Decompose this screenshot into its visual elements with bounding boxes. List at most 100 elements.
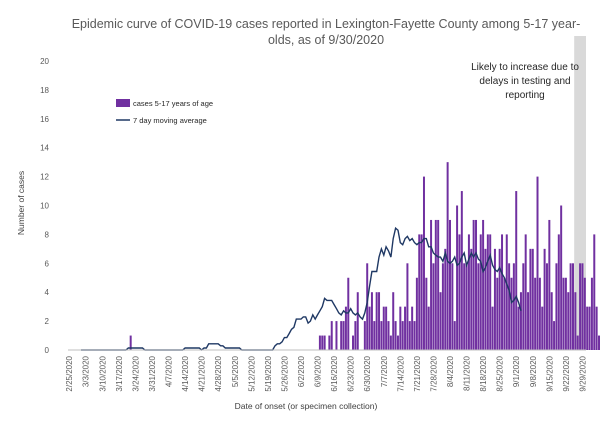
y-tick-label: 18 [40,86,49,95]
case-bar [380,321,383,350]
x-tick-label: 5/26/2020 [280,355,289,391]
case-bar [368,306,371,350]
case-bar [508,263,511,350]
case-bar [441,263,444,350]
case-bar [387,321,390,350]
case-bar [373,321,376,350]
case-bar [550,292,553,350]
x-tick-label: 6/16/2020 [330,355,339,391]
case-bar [378,292,381,350]
case-bar [401,321,404,350]
case-bar [451,263,454,350]
case-bar [512,263,515,350]
reporting-delay-note: Likely to increase due to delays in test… [471,62,579,101]
case-bar [555,263,558,350]
case-bar [340,321,343,350]
x-tick-label: 4/21/2020 [198,355,207,391]
case-bar [571,263,574,350]
x-tick-label: 7/28/2020 [429,355,438,391]
case-bar [545,263,548,350]
case-bar [418,234,421,350]
legend-label-cases: cases 5-17 years of age [133,99,213,108]
case-bar [356,292,359,350]
reporting-delay-shaded-region [574,36,586,350]
case-bar [366,263,369,350]
case-bar [531,248,534,350]
y-tick-label: 10 [40,202,49,211]
case-bar [479,234,482,350]
case-bar [524,234,527,350]
case-bar [557,234,560,350]
case-bar [408,321,411,350]
legend-label-average: 7 day moving average [133,116,207,125]
case-bar [598,335,600,350]
case-bar [344,306,347,350]
case-bar [321,335,324,350]
case-bar [482,219,485,350]
case-bar [489,234,492,350]
x-tick-label: 8/25/2020 [496,355,505,391]
case-bar [335,321,338,350]
note-line-2: delays in testing and [479,76,570,87]
x-tick-label: 5/5/2020 [231,355,240,387]
case-bar [129,335,132,350]
case-bar [515,191,518,350]
x-tick-label: 9/22/2020 [562,355,571,391]
case-bar [330,321,333,350]
case-bar [392,292,395,350]
case-bar [449,219,451,350]
case-bar [564,277,567,350]
case-bar [475,219,478,350]
x-tick-label: 3/3/2020 [82,355,91,387]
case-bar [505,234,508,350]
case-bar [422,176,425,350]
case-bar [354,321,357,350]
case-bar [328,335,331,350]
case-bar [385,306,388,350]
case-bar [536,176,539,350]
case-bar [430,219,433,350]
case-bar [593,234,596,350]
case-bar [586,306,589,350]
case-bar [491,306,494,350]
case-bar [318,335,321,350]
case-bar [432,263,435,350]
case-bar [590,277,593,350]
x-tick-label: 5/19/2020 [264,355,273,391]
y-tick-label: 14 [40,144,49,153]
x-tick-label: 4/14/2020 [181,355,190,391]
y-axis-ticks: 0 2 4 6 8 10 12 14 16 18 20 [40,57,49,355]
x-tick-label: 2/25/2020 [65,355,74,391]
case-bar [541,306,544,350]
case-bar [527,292,530,350]
case-bar [543,248,546,350]
case-bar [576,335,579,350]
x-tick-label: 7/14/2020 [396,355,405,391]
note-line-1: Likely to increase due to [471,62,579,73]
case-bar [458,234,461,350]
x-tick-label: 7/21/2020 [413,355,422,391]
case-bar [496,277,499,350]
case-bar [498,248,501,350]
case-bar [375,292,378,350]
y-tick-label: 0 [45,346,50,355]
case-bar [439,292,442,350]
case-bar [456,205,459,350]
x-tick-label: 9/29/2020 [579,355,588,391]
case-bar [583,277,586,350]
case-bar [411,306,414,350]
chart-title-line-2: olds, as of 9/30/2020 [268,33,384,47]
case-bar [413,321,416,350]
case-bar [460,191,463,350]
x-tick-label: 6/30/2020 [363,355,372,391]
case-bar [425,277,428,350]
case-bar [484,248,487,350]
x-tick-label: 9/15/2020 [545,355,554,391]
case-bar [529,248,532,350]
case-bar [415,277,418,350]
case-bar [588,306,591,350]
case-bar [472,219,475,350]
case-bar [595,306,598,350]
case-bar [434,219,437,350]
x-tick-label: 4/28/2020 [214,355,223,391]
